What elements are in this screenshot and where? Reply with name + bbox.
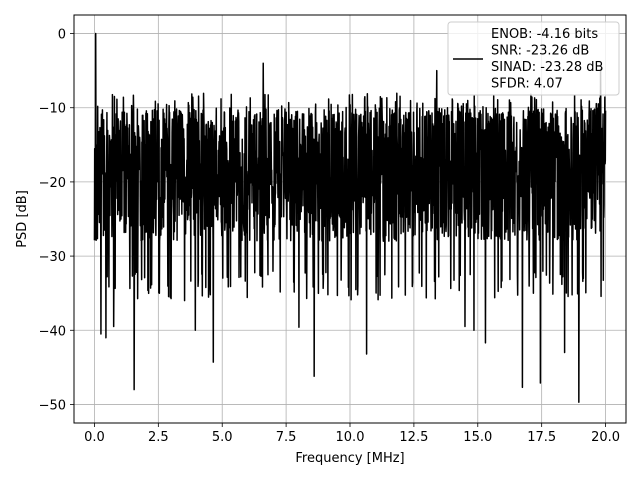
x-tick-label: 12.5	[399, 430, 428, 445]
y-tick-label: −20	[39, 176, 66, 191]
y-tick-label: −10	[39, 102, 66, 117]
x-tick-label: 10.0	[336, 430, 365, 445]
x-axis-label: Frequency [MHz]	[295, 451, 404, 466]
x-tick-label: 2.5	[148, 430, 169, 445]
legend-box	[447, 21, 620, 96]
x-tick-label: 0.0	[84, 430, 105, 445]
x-tick-label: 20.0	[591, 430, 620, 445]
y-tick-label: −50	[39, 398, 66, 413]
x-tick-label: 7.5	[276, 430, 297, 445]
legend-snr: SNR: -23.26 dB	[491, 44, 589, 59]
legend: ENOB: -4.16 bits SNR: -23.26 dB SINAD: -…	[447, 21, 620, 96]
y-tick-label: −30	[39, 250, 66, 265]
y-axis-label: PSD [dB]	[15, 190, 30, 248]
legend-enob: ENOB: -4.16 bits	[491, 27, 598, 42]
x-ticks: 0.0 2.5 5.0 7.5 10.0 12.5 15.0 17.5 20.0	[84, 423, 620, 445]
x-tick-label: 15.0	[463, 430, 492, 445]
legend-sfdr: SFDR: 4.07	[491, 77, 563, 92]
psd-trace	[93, 32, 607, 403]
x-tick-label: 17.5	[527, 430, 556, 445]
y-ticks: 0 −10 −20 −30 −40 −50	[39, 28, 74, 413]
y-tick-label: −40	[39, 324, 66, 339]
legend-sinad: SINAD: -23.28 dB	[491, 60, 603, 75]
y-tick-label: 0	[58, 28, 66, 43]
x-tick-label: 5.0	[212, 430, 233, 445]
psd-line	[93, 32, 607, 403]
